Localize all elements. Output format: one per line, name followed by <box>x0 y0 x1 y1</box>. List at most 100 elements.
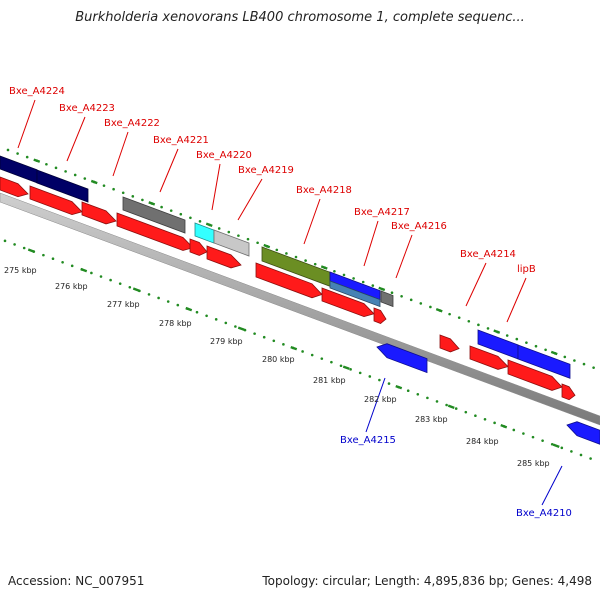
track-dot <box>256 241 259 245</box>
track-dot <box>61 260 64 264</box>
track-dot <box>176 303 180 307</box>
gene-arrow <box>189 238 208 256</box>
backbone-bar <box>0 192 600 426</box>
track-dot <box>378 378 381 382</box>
track-dot <box>371 284 375 287</box>
track-dot <box>294 255 298 259</box>
feature-bar <box>329 280 381 308</box>
track-dot <box>51 257 55 261</box>
gene-arrow <box>81 201 117 225</box>
track-dot <box>234 325 237 328</box>
leader-line <box>237 178 263 221</box>
track-dot <box>64 170 67 173</box>
track-dot <box>342 273 346 277</box>
track-dot <box>272 339 276 343</box>
track-dot <box>102 184 106 187</box>
track-dot <box>429 305 432 309</box>
gene-arrow <box>561 383 576 401</box>
track-dot <box>531 435 535 439</box>
track-dot <box>147 293 151 296</box>
track-dot <box>454 407 458 410</box>
track-dot <box>457 316 461 319</box>
track-dot <box>13 243 16 246</box>
track-dot <box>579 453 583 457</box>
track-dot <box>189 216 192 220</box>
track-dot <box>42 253 45 257</box>
label-leaders <box>17 99 563 506</box>
track-tick <box>447 404 455 409</box>
track-dot <box>262 335 266 339</box>
track-dot <box>582 362 586 366</box>
track-dot <box>592 366 595 369</box>
track-dot <box>435 400 439 403</box>
gene-arrow <box>321 287 375 318</box>
track-dot <box>304 259 307 262</box>
track-dot <box>90 271 93 275</box>
track-dot <box>534 344 538 348</box>
track-tick <box>27 248 35 253</box>
track-dot <box>275 248 279 252</box>
track-tick <box>33 158 41 163</box>
track-dot <box>512 428 516 432</box>
track-dot <box>525 341 528 344</box>
leader-line <box>506 277 527 323</box>
gene-arrow <box>373 307 387 324</box>
track-dot <box>426 396 429 400</box>
leader-line <box>159 148 179 193</box>
gene-label: Bxe_A4222 <box>104 118 160 129</box>
track-dot <box>141 198 144 202</box>
track-tick <box>550 350 558 356</box>
track-dot <box>400 294 403 298</box>
track-tick <box>395 384 403 390</box>
track-dot <box>282 343 285 346</box>
track-dot <box>131 195 135 198</box>
scale-label: 284 kbp <box>466 437 499 446</box>
gene-arrow-reverse <box>566 421 600 445</box>
gene-arrow <box>507 359 563 391</box>
track-dot <box>493 421 496 425</box>
feature-bar <box>122 196 186 234</box>
track-tick <box>435 308 443 313</box>
track-dot <box>166 300 170 303</box>
gene-arrow <box>439 334 460 353</box>
leader-line <box>112 131 129 177</box>
track-dot <box>419 302 423 305</box>
track-dot <box>70 264 74 268</box>
track-dot <box>3 239 7 243</box>
scale-label: 275 kbp <box>4 266 37 275</box>
scale-label: 277 kbp <box>107 300 140 309</box>
gene-arrow <box>255 262 323 299</box>
track-dot <box>253 332 256 335</box>
track-dot <box>54 166 58 170</box>
track-dot <box>205 314 208 318</box>
track-dot <box>285 252 288 255</box>
track-tick <box>500 424 508 429</box>
scale-label: 278 kbp <box>159 319 192 328</box>
scale-label: 279 kbp <box>210 337 243 346</box>
track-dot <box>477 323 480 327</box>
leader-line <box>66 116 86 162</box>
track-tick <box>90 179 98 185</box>
track-tick <box>80 267 88 273</box>
track-dot <box>128 285 132 289</box>
scale-label: 285 kbp <box>517 459 550 468</box>
gene-arrow <box>206 245 242 269</box>
gene-label: Bxe_A4224 <box>9 86 65 97</box>
feature-track-dots <box>3 148 595 460</box>
track-dot <box>483 417 487 421</box>
track-dot <box>448 312 451 316</box>
feature-track <box>0 155 600 445</box>
track-dot <box>112 187 115 191</box>
track-dot <box>445 403 448 407</box>
track-dot <box>570 450 573 453</box>
feature-bar <box>213 229 250 257</box>
track-dot <box>22 246 26 250</box>
gene-labels: Bxe_A4224 Bxe_A4223 Bxe_A4222 Bxe_A4221 Bxe_… <box>9 86 572 519</box>
track-dot <box>160 205 163 209</box>
leader-line <box>365 377 386 433</box>
track-dot <box>118 282 122 285</box>
accession-text: Accession: NC_007951 <box>8 574 145 588</box>
track-dot <box>349 368 352 371</box>
track-dot <box>83 177 87 180</box>
